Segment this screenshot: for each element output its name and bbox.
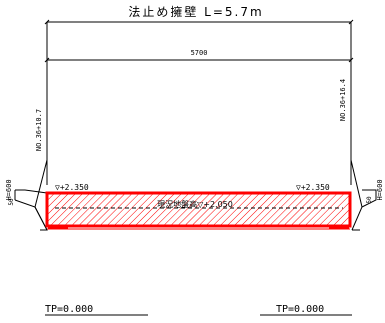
- right-small-dim: 50: [366, 196, 373, 204]
- top-dimension: [44, 19, 354, 185]
- station-left-label: NO.36+10.7: [35, 109, 43, 151]
- right-end-section: [350, 159, 377, 231]
- left-end-section: [14, 159, 48, 231]
- station-right-label: NO.36+16.4: [339, 79, 347, 121]
- datum-right-label: TP=0.000: [276, 304, 324, 315]
- datum-left-label: TP=0.000: [45, 304, 93, 315]
- ground-level-label: 現況地盤高▽+2.050: [157, 199, 233, 209]
- left-height-label: H=600: [5, 179, 13, 200]
- level-right-label: ▽+2.350: [296, 183, 330, 192]
- retaining-wall-body: [45, 191, 352, 230]
- level-left-label: ▽+2.350: [55, 183, 89, 192]
- length-dimension-label: 5700: [191, 49, 208, 57]
- right-height-label: H=600: [376, 179, 384, 200]
- drawing-title: 法止め擁壁 L=5.7m: [128, 4, 263, 19]
- left-small-dim: 50: [8, 198, 15, 206]
